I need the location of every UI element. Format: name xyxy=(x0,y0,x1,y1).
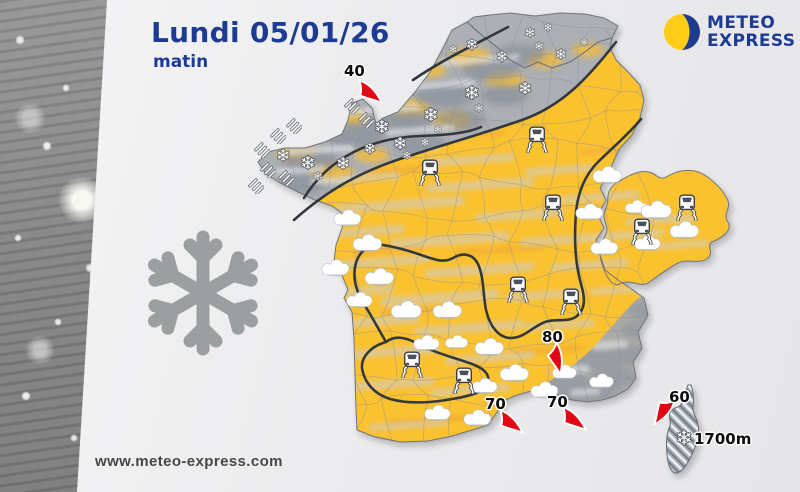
snowflake-icon xyxy=(674,425,694,449)
wind-arrow-icon xyxy=(357,78,384,105)
website-url: www.meteo-express.com xyxy=(95,453,283,470)
snowflake-icon xyxy=(447,42,459,56)
snowflake-icon xyxy=(401,148,413,162)
snowflake-icon xyxy=(148,230,258,356)
ice-hatch-icon xyxy=(286,118,302,134)
snowflake-icon xyxy=(312,169,324,183)
logo-line2: EXPRESS xyxy=(707,31,796,51)
corsica-altitude-label: 1700m xyxy=(694,430,752,448)
snowflake-icon xyxy=(523,24,537,40)
wind-gust-value: 40 xyxy=(344,62,365,80)
logo-line1: METEO xyxy=(707,13,776,33)
snowflake-icon xyxy=(473,101,485,115)
snowflake-icon xyxy=(463,81,481,103)
wind-gust-value: 70 xyxy=(547,393,568,411)
wind-gust-value: 70 xyxy=(485,395,506,413)
snowflake-icon xyxy=(432,122,444,136)
snowflake-icon xyxy=(275,146,291,165)
snowflake-icon xyxy=(419,135,431,149)
time-of-day-label: matin xyxy=(153,52,209,72)
ice-hatch-icon xyxy=(270,128,286,144)
snowflake-icon xyxy=(517,79,533,98)
snowflake-icon xyxy=(542,20,554,34)
snowflake-icon xyxy=(533,39,545,53)
wind-gust-value: 60 xyxy=(669,388,690,406)
snowflake-icon xyxy=(579,36,589,48)
snowflake-icon xyxy=(554,45,568,63)
wind-gust-value: 80 xyxy=(542,328,563,346)
snowflake-icon xyxy=(494,47,510,65)
page-title: Lundi 05/01/26 xyxy=(151,16,390,49)
snowflake-icon xyxy=(335,154,351,173)
snowflake-icon xyxy=(464,35,480,53)
ice-hatch-icon xyxy=(248,178,264,194)
snowflake-icon xyxy=(373,115,391,137)
meteo-express-logo: METEO EXPRESS xyxy=(663,13,795,51)
sun-moon-logo-icon xyxy=(664,14,700,50)
snowflake-icon xyxy=(362,139,378,157)
